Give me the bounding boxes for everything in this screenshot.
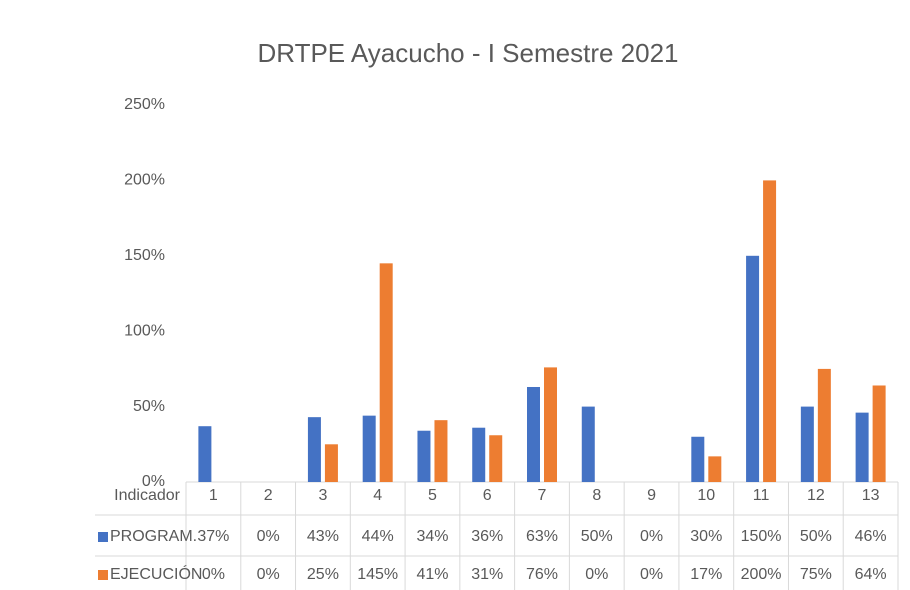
table-value: 50% bbox=[581, 528, 613, 545]
table-value: 64% bbox=[855, 566, 887, 583]
x-tick-label: 2 bbox=[264, 487, 273, 504]
bar bbox=[872, 385, 886, 482]
table-value: 46% bbox=[855, 528, 887, 545]
bar bbox=[746, 255, 760, 482]
x-tick-label: 8 bbox=[592, 487, 601, 504]
category-header: Indicador bbox=[114, 487, 180, 504]
bar bbox=[417, 430, 431, 482]
bar bbox=[472, 427, 486, 482]
x-tick-label: 6 bbox=[483, 487, 492, 504]
table-value: 36% bbox=[471, 528, 503, 545]
bar bbox=[527, 386, 540, 482]
bar bbox=[763, 180, 777, 482]
x-tick-label: 7 bbox=[538, 487, 547, 504]
table-value: 0% bbox=[640, 528, 663, 545]
table-value: 41% bbox=[416, 566, 448, 583]
bar bbox=[307, 417, 321, 482]
table-value: 0% bbox=[257, 528, 280, 545]
table-value: 76% bbox=[526, 566, 558, 583]
table-value: 31% bbox=[471, 566, 503, 583]
bar bbox=[434, 420, 448, 482]
table-value: 0% bbox=[585, 566, 608, 583]
table-value: 37% bbox=[197, 528, 229, 545]
y-tick-label: 0% bbox=[142, 473, 165, 490]
table-value: 150% bbox=[741, 528, 782, 545]
bar bbox=[691, 436, 705, 482]
table-value: 17% bbox=[690, 566, 722, 583]
y-tick-label: 150% bbox=[124, 247, 165, 264]
legend-key bbox=[98, 532, 108, 542]
table-value: 30% bbox=[690, 528, 722, 545]
bar bbox=[544, 367, 557, 482]
x-tick-label: 13 bbox=[862, 487, 880, 504]
table-value: 0% bbox=[640, 566, 663, 583]
x-tick-label: 11 bbox=[753, 487, 770, 504]
x-tick-label: 12 bbox=[807, 487, 825, 504]
y-tick-label: 250% bbox=[124, 96, 165, 113]
legend-key bbox=[98, 570, 108, 580]
chart-title: DRTPE Ayacucho - I Semestre 2021 bbox=[257, 38, 678, 68]
x-tick-label: 1 bbox=[209, 487, 218, 504]
bar bbox=[855, 412, 869, 482]
table-value: 44% bbox=[362, 528, 394, 545]
bar bbox=[800, 406, 814, 482]
x-tick-label: 9 bbox=[647, 487, 656, 504]
x-tick-label: 5 bbox=[428, 487, 437, 504]
table-value: 34% bbox=[416, 528, 448, 545]
y-tick-label: 100% bbox=[124, 322, 165, 339]
x-tick-label: 10 bbox=[697, 487, 715, 504]
x-tick-label: 3 bbox=[318, 487, 327, 504]
table-value: 50% bbox=[800, 528, 832, 545]
table-value: 200% bbox=[741, 566, 782, 583]
bar bbox=[379, 263, 393, 482]
bar bbox=[708, 456, 722, 482]
bar bbox=[581, 406, 595, 482]
x-tick-label: 4 bbox=[373, 487, 382, 504]
table-value: 25% bbox=[307, 566, 339, 583]
table-value: 63% bbox=[526, 528, 558, 545]
table-value: 43% bbox=[307, 528, 339, 545]
bar bbox=[489, 435, 503, 482]
bar bbox=[198, 426, 212, 482]
table-value: 0% bbox=[257, 566, 280, 583]
table-value: 145% bbox=[357, 566, 398, 583]
bar bbox=[324, 444, 338, 482]
table-value: 75% bbox=[800, 566, 832, 583]
y-tick-label: 50% bbox=[133, 398, 165, 415]
y-tick-label: 200% bbox=[124, 172, 165, 189]
bar bbox=[362, 415, 376, 482]
legend-label: PROGRAM. bbox=[110, 528, 197, 545]
table-value: 0% bbox=[202, 566, 225, 583]
bar bbox=[817, 368, 831, 482]
legend-label: EJECUCIÓN bbox=[110, 564, 202, 583]
